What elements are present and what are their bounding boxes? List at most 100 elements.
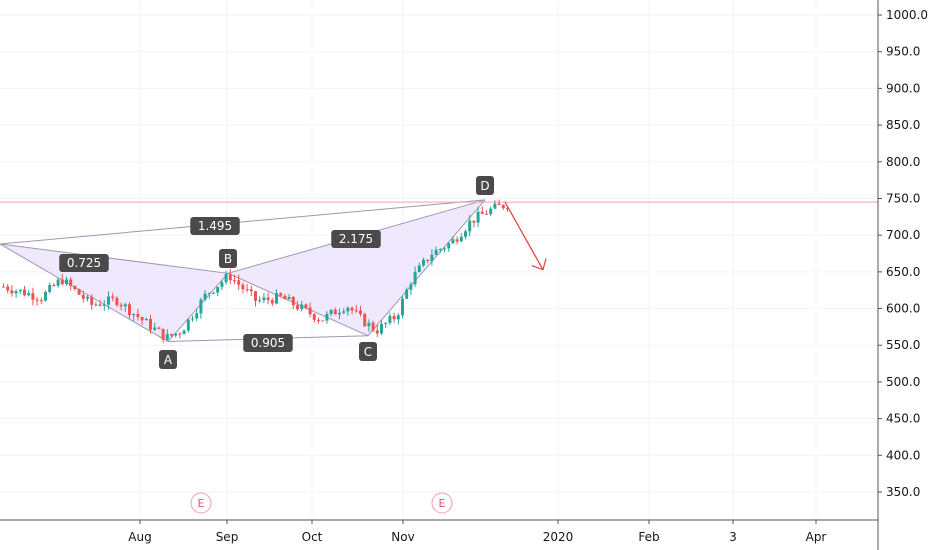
candle: [304, 303, 308, 310]
candle: [249, 285, 253, 297]
event-marker[interactable]: E: [431, 492, 453, 514]
candle-body: [287, 296, 291, 300]
candle-body: [56, 279, 60, 286]
candle-body: [23, 289, 26, 296]
event-marker-text: E: [439, 497, 446, 510]
candle: [296, 300, 299, 311]
candle-body: [144, 318, 148, 321]
candle: [384, 322, 388, 329]
candle: [291, 295, 295, 310]
candle-body: [14, 291, 18, 294]
candle-body: [350, 307, 354, 311]
candle-body: [98, 304, 102, 306]
candle: [312, 313, 316, 323]
candle-body: [279, 293, 283, 296]
candle-body: [388, 315, 392, 323]
candle: [44, 290, 47, 302]
candle: [262, 292, 266, 304]
candle: [342, 308, 346, 315]
candle-body: [506, 208, 509, 210]
ratio-label-bg: [331, 230, 381, 248]
candle: [396, 313, 400, 325]
candle: [94, 301, 98, 307]
candle-body: [18, 289, 22, 292]
point-label-bg: [359, 342, 377, 361]
candle: [417, 262, 421, 273]
candle-body: [254, 291, 257, 301]
point-label-bg: [476, 176, 494, 195]
x-tick-label: Oct: [302, 530, 323, 544]
event-marker-text: E: [198, 497, 205, 510]
x-tick-label: 3: [729, 530, 737, 544]
candle: [413, 266, 417, 287]
candle: [480, 206, 484, 214]
candle: [153, 322, 157, 332]
point-label-b: B: [219, 249, 237, 268]
candle-body: [354, 310, 358, 312]
candle-body: [422, 259, 425, 266]
candle-body: [409, 284, 413, 290]
candle-body: [451, 239, 455, 244]
candle-body: [182, 330, 186, 335]
candle-body: [380, 323, 383, 334]
x-tick-label: Apr: [806, 530, 827, 544]
y-tick-label: 750.0: [886, 191, 920, 205]
candle: [212, 292, 215, 295]
candle: [69, 277, 73, 291]
candle-body: [31, 293, 35, 300]
candle-body: [228, 274, 232, 281]
x-tick-label: Feb: [638, 530, 659, 544]
projection-arrow-shaft: [504, 201, 544, 270]
candle-body: [367, 322, 371, 327]
candle: [186, 318, 190, 333]
candle-body: [157, 327, 161, 329]
candle: [317, 317, 320, 324]
candle: [493, 200, 497, 210]
projection-arrow-head: [531, 258, 547, 271]
candle: [39, 297, 43, 304]
candle: [6, 284, 10, 294]
y-tick-label: 800.0: [886, 155, 920, 169]
candle: [468, 215, 472, 237]
candle-body: [333, 309, 337, 315]
pattern-leg: [0, 243, 229, 274]
candle: [132, 313, 136, 321]
candle: [140, 316, 144, 325]
pattern-leg: [0, 243, 169, 342]
candle-body: [317, 319, 320, 321]
candle-body: [212, 292, 215, 294]
candle: [426, 259, 430, 264]
candle: [434, 246, 438, 256]
candle: [178, 331, 182, 339]
x-axis[interactable]: Aug Sep Oct Nov 2020 Feb 3 Apr: [128, 520, 826, 544]
candle-body: [128, 304, 131, 316]
candle-body: [375, 330, 379, 334]
candle-body: [312, 314, 316, 320]
candle: [258, 296, 262, 304]
candle: [476, 206, 480, 227]
candle: [98, 300, 102, 307]
candle-body: [346, 307, 350, 312]
candle: [325, 311, 329, 324]
ratio-label-bg: [243, 334, 293, 352]
y-axis[interactable]: 1000.0 950.0 900.0 850.0 800.0 750.0 700.0 650.…: [878, 8, 928, 499]
point-label-text: C: [364, 345, 372, 359]
candle: [191, 315, 194, 322]
candle: [174, 333, 178, 338]
candle-body: [119, 304, 123, 307]
candle: [270, 297, 274, 307]
ratio-label-text: 0.725: [67, 256, 101, 270]
candle: [157, 326, 161, 330]
candle-body: [459, 236, 463, 242]
ratio-label: 0.905: [243, 334, 293, 352]
candle: [371, 320, 375, 333]
candle-body: [472, 220, 476, 223]
candle-body: [165, 334, 169, 340]
candle: [233, 274, 236, 285]
candle-body: [321, 320, 325, 322]
candle-body: [455, 239, 459, 242]
candle: [73, 285, 77, 291]
point-label-a: A: [159, 350, 177, 369]
event-marker[interactable]: E: [190, 492, 212, 514]
